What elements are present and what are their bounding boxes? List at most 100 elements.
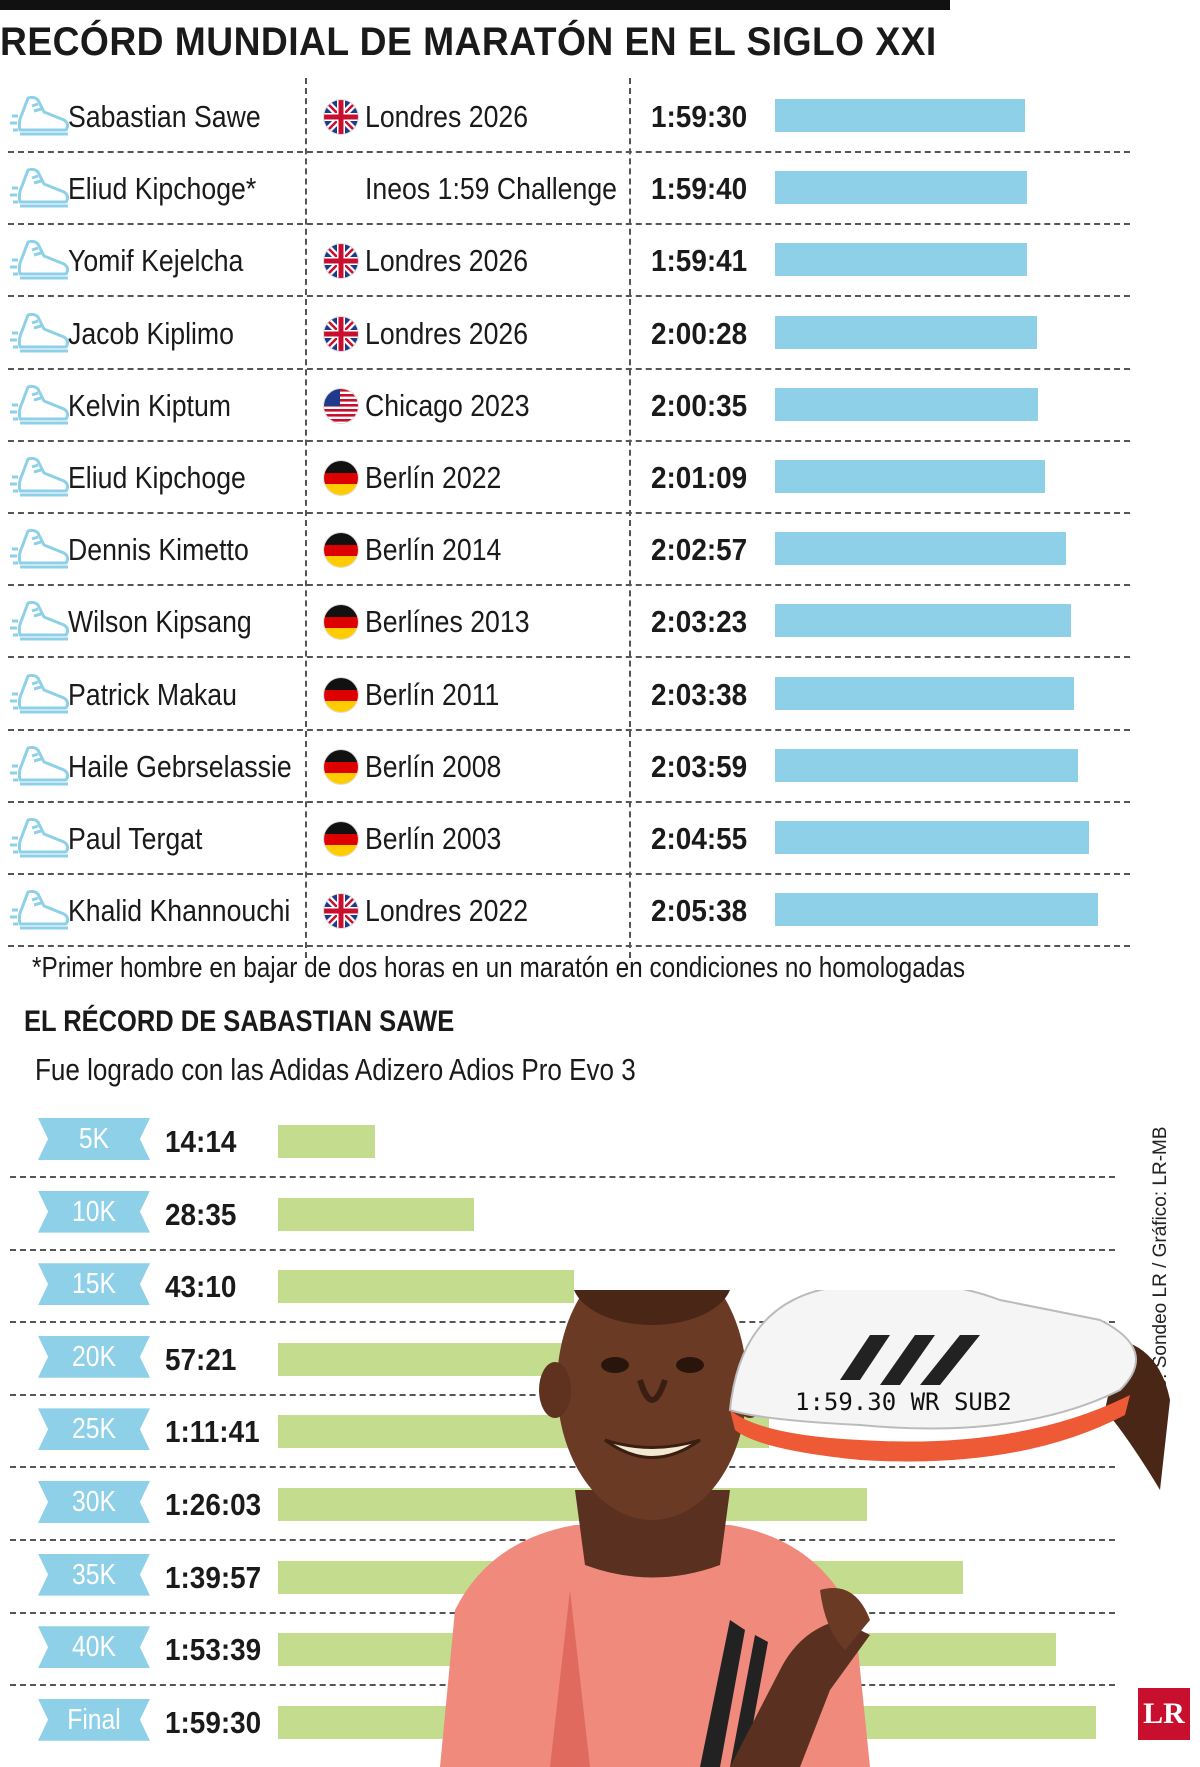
flag-de-icon (324, 822, 358, 856)
runner-hair (574, 1290, 730, 1325)
shoe-upper (728, 1290, 1137, 1430)
flag-de-icon (324, 533, 358, 568)
shoe-icon (10, 886, 72, 934)
split-row: 15K 43:10 (10, 1250, 1115, 1324)
split-distance-tag: 25K (38, 1408, 150, 1451)
record-time: 2:00:28 (651, 315, 748, 351)
record-bar (775, 893, 1098, 927)
runner-arm (730, 1620, 870, 1767)
record-bar (775, 99, 1025, 132)
row-divider (8, 873, 1130, 875)
runner-name: Paul Tergat (68, 821, 203, 856)
splits-title: EL RÉCORD DE SABASTIAN SAWE (24, 1005, 455, 1038)
runner-name: Wilson Kipsang (68, 604, 252, 640)
shoe-icon (10, 453, 72, 501)
record-row: Haile Gebrselassie Berlín 2008 2:03:59 (8, 730, 1130, 803)
split-distance: 25K (72, 1413, 116, 1446)
runner-eye (676, 1357, 704, 1373)
record-time: 2:03:23 (651, 604, 748, 640)
runner-ear (539, 1362, 571, 1418)
record-time: 2:02:57 (651, 532, 748, 568)
shoe-icon (10, 309, 72, 357)
record-bar (775, 315, 1037, 349)
race-event: Londres 2026 (365, 315, 529, 351)
flag-uk-icon (324, 244, 358, 279)
row-divider (10, 1321, 1115, 1324)
runner-name: Dennis Kimetto (68, 532, 249, 568)
column-divider (629, 78, 631, 958)
record-bar (775, 243, 1027, 277)
shoe-icon (10, 164, 72, 212)
row-divider (8, 945, 1130, 948)
row-divider (8, 800, 1130, 803)
shoe-icon (10, 742, 72, 790)
runner-name: Kelvin Kiptum (68, 387, 231, 423)
race-event: Berlín 2022 (365, 460, 502, 495)
row-divider (8, 439, 1130, 442)
record-bar (775, 821, 1089, 854)
record-bar (775, 387, 1038, 421)
flag-de-icon (324, 749, 358, 784)
split-time: 1:39:57 (165, 1559, 262, 1595)
record-row: Jacob Kiplimo Londres 2026 2:00:28 (8, 297, 1130, 370)
top-rule (0, 0, 950, 10)
row-divider (8, 512, 1130, 514)
runner-nose (637, 1379, 668, 1403)
shoe-stripe (840, 1335, 890, 1380)
record-bar (775, 676, 1074, 710)
split-bar (278, 1488, 867, 1521)
race-event: Berlínes 2013 (365, 604, 530, 640)
split-bar (278, 1270, 574, 1304)
record-row: Eliud Kipchoge* Ineos 1:59 Challenge 1:59:… (8, 152, 1130, 226)
split-distance: 40K (72, 1631, 116, 1664)
split-time: 1:11:41 (165, 1414, 260, 1450)
record-row: Sabastian Sawe Londres 2026 1:59:30 (8, 80, 1130, 153)
runner-hand (820, 1588, 870, 1650)
flag-uk-icon (324, 894, 358, 929)
singlet-stripe (730, 1635, 768, 1767)
race-event: Londres 2026 (365, 99, 529, 134)
split-time: 1:26:03 (165, 1487, 262, 1522)
split-bar (278, 1125, 375, 1158)
shoe-sole (730, 1395, 1130, 1462)
row-divider (8, 656, 1130, 659)
race-event: Berlín 2011 (365, 676, 500, 712)
shoe-inscription: 1:59.30 WR SUB2 (795, 1388, 1012, 1416)
split-distance-tag: Final (38, 1698, 150, 1741)
row-divider (8, 728, 1130, 731)
record-row: Paul Tergat Berlín 2003 2:04:55 (8, 802, 1130, 875)
flag-uk-icon (324, 100, 358, 134)
shoe-stripe (880, 1335, 935, 1385)
flag-de-icon (324, 677, 358, 712)
shoe-icon (10, 814, 72, 862)
page-title: RECÓRD MUNDIAL DE MARATÓN EN EL SIGLO XX… (0, 20, 937, 64)
record-row: Eliud Kipchoge Berlín 2022 2:01:09 (8, 441, 1130, 514)
flag-uk-icon (324, 316, 358, 351)
race-event: Berlín 2014 (365, 532, 502, 568)
record-row: Kelvin Kiptum Chicago 2023 2:00:35 (8, 369, 1130, 442)
flag-de-icon (324, 605, 358, 640)
shoe-icon (10, 670, 72, 718)
record-time: 2:01:09 (651, 460, 748, 495)
row-divider (8, 367, 1130, 370)
record-time: 1:59:40 (651, 171, 748, 207)
record-time: 2:04:55 (651, 821, 748, 856)
flag-us-icon (324, 388, 358, 423)
split-distance: 5K (78, 1123, 110, 1155)
record-time: 1:59:41 (651, 243, 748, 279)
runner-eye (601, 1357, 629, 1373)
split-distance-tag: 5K (38, 1118, 150, 1160)
record-row: Yomif Kejelcha Londres 2026 1:59:41 (8, 224, 1130, 298)
split-distance: 35K (72, 1558, 116, 1591)
row-divider (10, 1466, 1115, 1469)
race-event: Londres 2022 (365, 893, 529, 929)
record-row: Patrick Makau Berlín 2011 2:03:38 (8, 658, 1130, 731)
row-divider (10, 1248, 1115, 1251)
split-row: 10K 28:35 (10, 1178, 1115, 1251)
runner-name: Patrick Makau (68, 676, 237, 712)
singlet-shadow (550, 1590, 590, 1767)
record-row: Dennis Kimetto Berlín 2014 2:02:57 (8, 513, 1130, 587)
split-distance-tag: 35K (38, 1553, 150, 1596)
shoe-icon (10, 92, 72, 140)
row-divider (8, 223, 1130, 226)
